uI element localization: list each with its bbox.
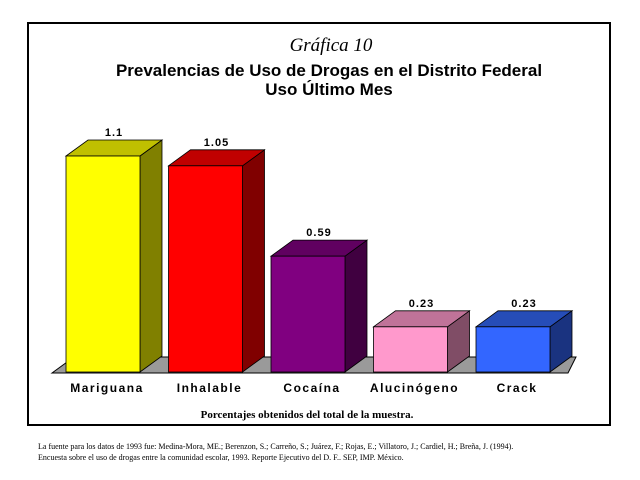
bar-mariguana	[64, 139, 164, 373]
data-label: 0.59	[306, 227, 331, 239]
bar-front-face	[168, 165, 243, 373]
bar-front-face	[475, 326, 551, 373]
category-label: Alucinógeno	[370, 381, 459, 395]
bar-front-face	[373, 326, 448, 373]
chart-labels-layer: 1.1 Mariguana 1.05 Inhalable 0.59 Cocaína 0.23…	[70, 127, 538, 395]
data-label: 0.23	[511, 298, 536, 310]
data-label: 0.23	[409, 298, 434, 310]
bar-alucinógeno	[372, 310, 471, 373]
chart-title: Prevalencias de Uso de Drogas en el Dist…	[116, 61, 542, 80]
category-label: Crack	[497, 381, 538, 395]
source-citation-line-1: La fuente para los datos de 1993 fue: Me…	[38, 442, 514, 451]
category-label: Inhalable	[177, 381, 243, 395]
chart-footer-note: Porcentajes obtenidos del total de la mu…	[201, 409, 414, 421]
bar-front-face	[65, 155, 141, 373]
data-label: 1.05	[204, 137, 229, 149]
bar-front-face	[270, 255, 346, 373]
category-label: Mariguana	[70, 381, 144, 395]
bar-cocaína	[269, 239, 369, 373]
bar-inhalable	[167, 149, 266, 373]
bar-crack	[474, 310, 574, 373]
bar-side-face	[242, 149, 265, 373]
chart-subtitle: Uso Último Mes	[265, 80, 393, 99]
data-label: 1.1	[105, 127, 123, 139]
bar-side-face	[344, 239, 368, 373]
chart-bars-layer	[64, 139, 574, 373]
bar-side-face	[139, 139, 163, 373]
category-label: Cocaína	[283, 381, 340, 395]
source-citation-line-2: Encuesta sobre el uso de drogas entre la…	[38, 453, 404, 462]
chart-heading: Gráfica 10	[290, 35, 373, 56]
